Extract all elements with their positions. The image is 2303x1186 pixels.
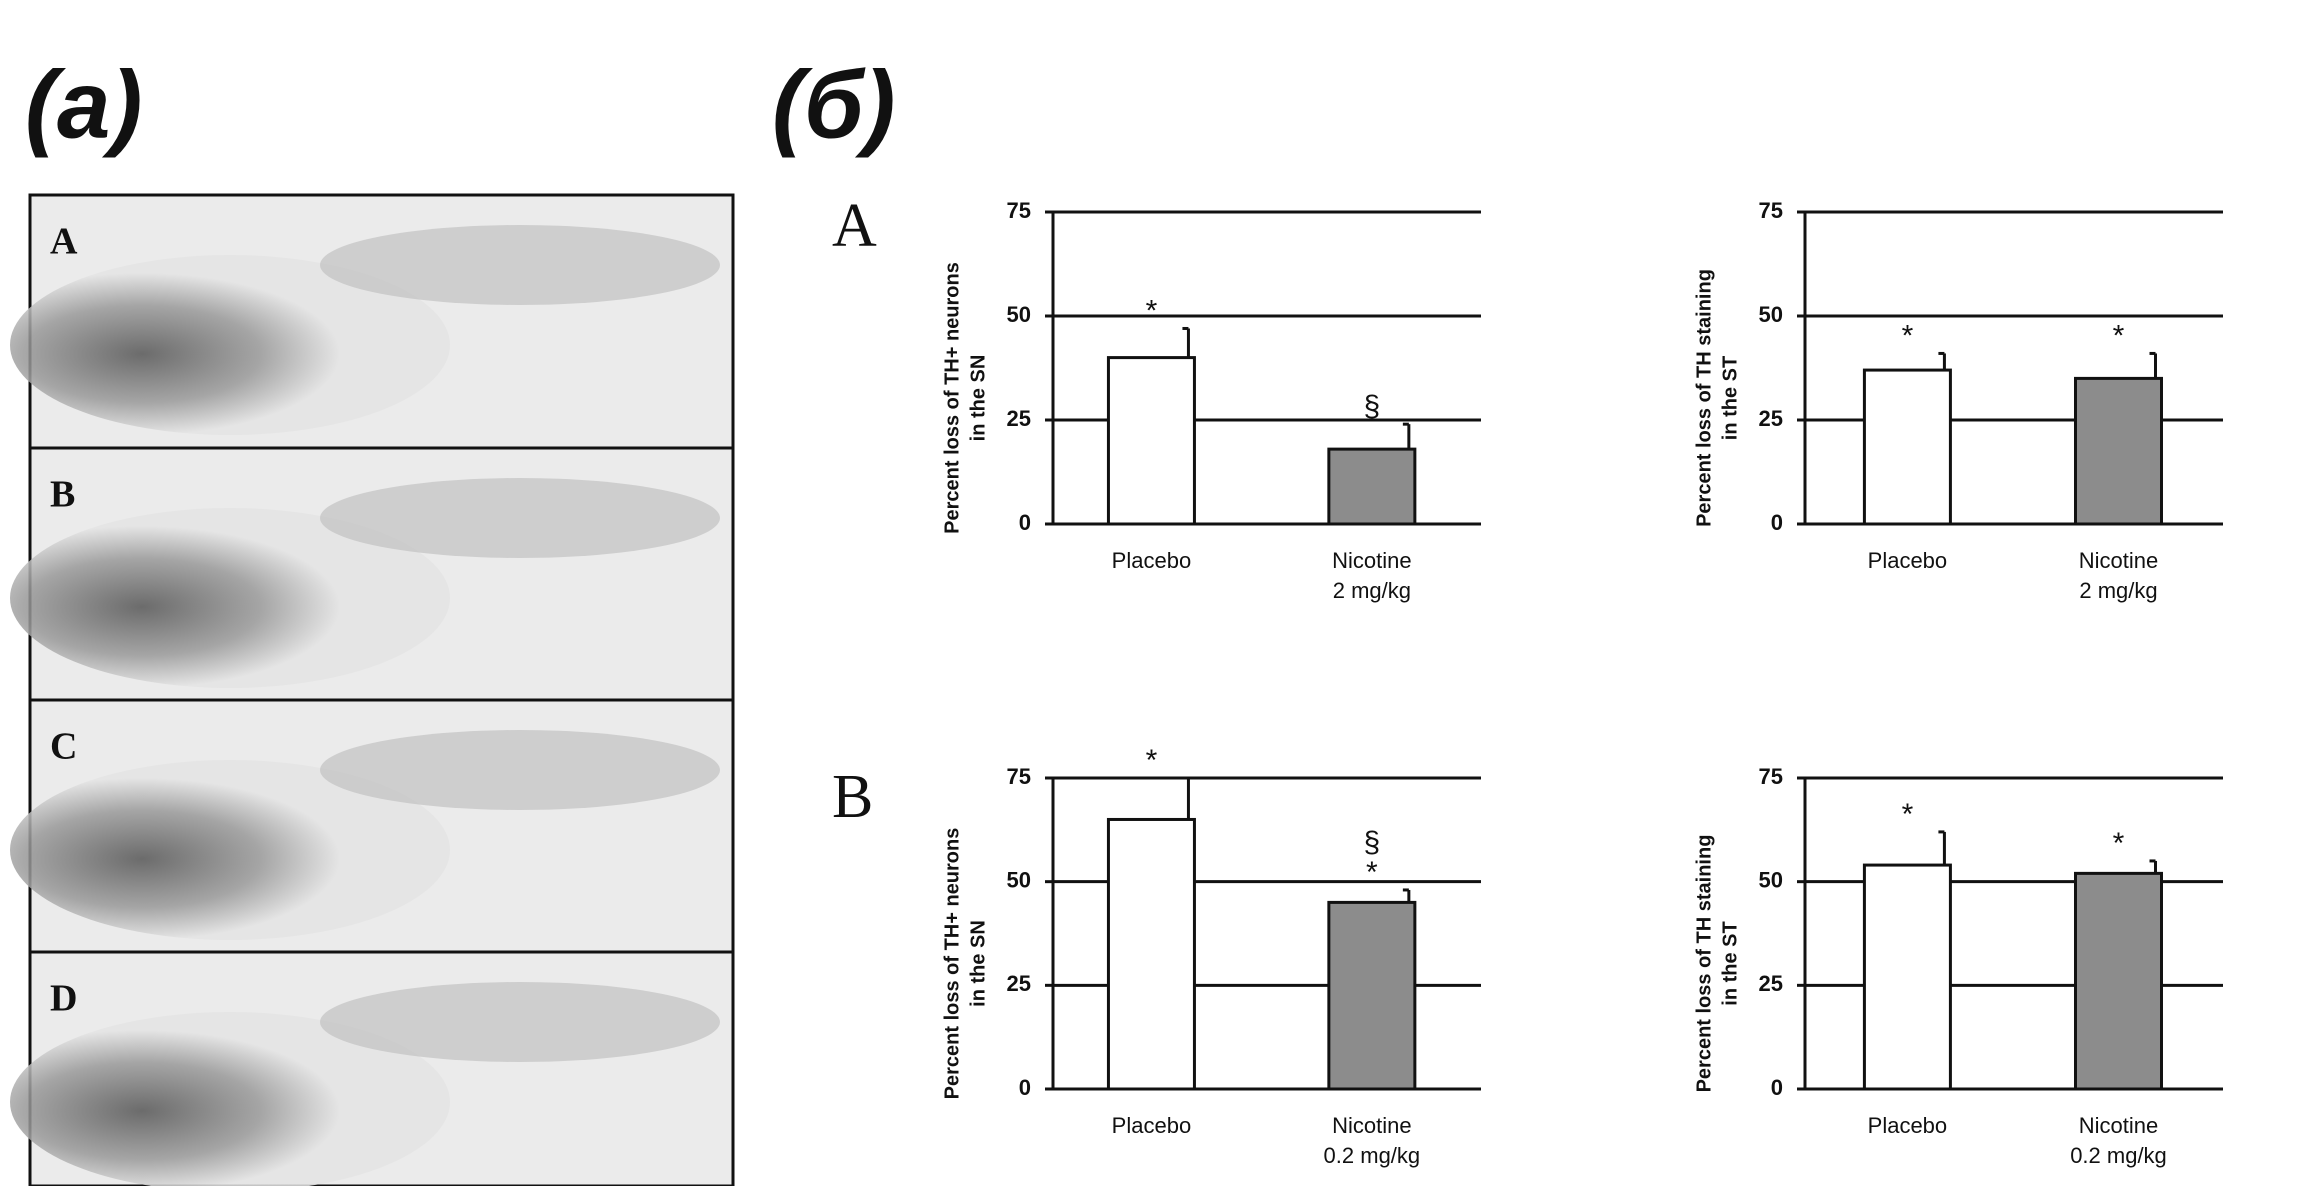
y-axis-label: in the SN xyxy=(967,920,989,1007)
panel-label: (a) xyxy=(25,51,142,158)
significance-mark: § xyxy=(1364,390,1381,423)
y-axis-label: Percent loss of TH staining xyxy=(1693,269,1715,527)
micrograph-stain xyxy=(10,255,450,435)
bar xyxy=(1862,863,1952,1091)
y-tick-label: 25 xyxy=(1007,971,1031,996)
x-tick-label: Placebo xyxy=(1112,548,1192,573)
y-tick-label: 25 xyxy=(1007,406,1031,431)
y-axis-label: in the ST xyxy=(1719,921,1741,1005)
y-tick-label: 75 xyxy=(1759,198,1783,223)
bar xyxy=(2074,871,2163,1091)
panel-label: (б) xyxy=(772,51,895,158)
significance-mark: * xyxy=(1902,319,1914,352)
significance-mark: * xyxy=(1366,856,1378,889)
x-tick-label: 0.2 mg/kg xyxy=(2070,1143,2167,1168)
x-tick-label: Nicotine xyxy=(2079,1113,2158,1138)
y-axis-label: Percent loss of TH staining xyxy=(1693,835,1715,1093)
y-tick-label: 75 xyxy=(1759,764,1783,789)
row-label: A xyxy=(832,192,877,260)
x-tick-label: Nicotine xyxy=(1332,1113,1411,1138)
bar xyxy=(1327,447,1417,526)
y-tick-label: 75 xyxy=(1007,764,1031,789)
x-tick-label: Placebo xyxy=(1112,1113,1192,1138)
x-tick-label: 2 mg/kg xyxy=(2079,578,2157,603)
y-tick-label: 50 xyxy=(1007,302,1031,327)
y-tick-label: 50 xyxy=(1007,867,1031,892)
bar xyxy=(1862,368,1952,526)
micrograph-stain xyxy=(320,478,720,558)
y-tick-label: 25 xyxy=(1759,406,1783,431)
bar xyxy=(1106,817,1196,1091)
bar xyxy=(1106,356,1196,526)
y-tick-label: 0 xyxy=(1019,510,1031,535)
x-tick-label: Nicotine xyxy=(1332,548,1411,573)
bar xyxy=(2074,376,2163,526)
x-tick-label: Nicotine xyxy=(2079,548,2158,573)
y-axis-label: in the SN xyxy=(967,355,989,442)
y-axis-label: Percent loss of TH+ neurons xyxy=(941,828,963,1100)
significance-mark: * xyxy=(2113,827,2125,860)
significance-mark: * xyxy=(1902,798,1914,831)
micrograph-label: B xyxy=(50,474,75,516)
row-label: B xyxy=(832,763,873,831)
micrograph-stain xyxy=(10,1012,450,1186)
significance-mark: * xyxy=(1146,744,1158,777)
significance-mark: § xyxy=(1364,826,1381,859)
significance-mark: * xyxy=(2113,319,2125,352)
x-tick-label: Placebo xyxy=(1868,1113,1948,1138)
x-tick-label: 2 mg/kg xyxy=(1333,578,1411,603)
micrograph-stain xyxy=(320,730,720,810)
y-tick-label: 75 xyxy=(1007,198,1031,223)
y-tick-label: 0 xyxy=(1771,510,1783,535)
y-tick-label: 25 xyxy=(1759,971,1783,996)
x-tick-label: Placebo xyxy=(1868,548,1948,573)
micrograph-label: C xyxy=(50,726,77,768)
y-tick-label: 0 xyxy=(1019,1075,1031,1100)
y-axis-label: Percent loss of TH+ neurons xyxy=(941,262,963,534)
y-tick-label: 0 xyxy=(1771,1075,1783,1100)
micrograph-stain xyxy=(320,225,720,305)
bar xyxy=(1327,900,1417,1091)
micrograph-stain xyxy=(10,508,450,688)
y-tick-label: 50 xyxy=(1759,302,1783,327)
y-tick-label: 50 xyxy=(1759,867,1783,892)
micrograph-stain xyxy=(320,982,720,1062)
micrograph-stain xyxy=(10,760,450,940)
x-tick-label: 0.2 mg/kg xyxy=(1324,1143,1421,1168)
significance-mark: * xyxy=(1146,294,1158,327)
y-axis-label: in the ST xyxy=(1719,356,1741,440)
micrograph-label: A xyxy=(50,221,78,263)
micrograph-label: D xyxy=(50,978,77,1020)
